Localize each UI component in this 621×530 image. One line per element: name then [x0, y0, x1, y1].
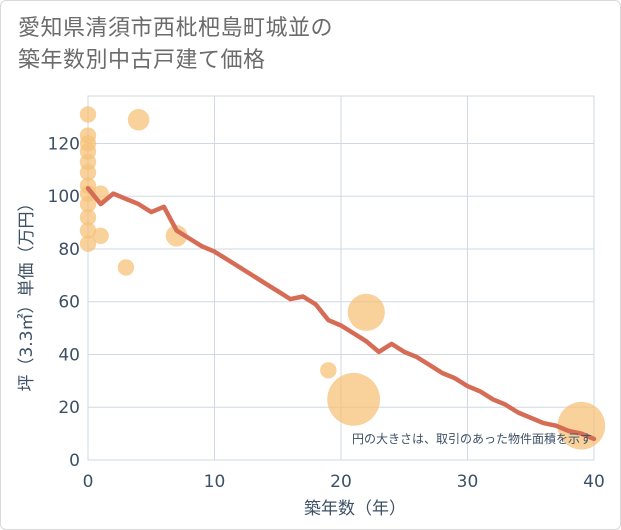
bubble-point: [79, 222, 97, 239]
series-line: [85, 186, 597, 442]
bubble-point: [79, 209, 97, 226]
bubble-point: [327, 372, 381, 426]
x-tick-label: 40: [583, 472, 605, 492]
bubble-point: [165, 224, 188, 247]
line-layer: [85, 186, 597, 442]
y-tick-label: 40: [58, 345, 80, 365]
bubble-point: [79, 164, 97, 181]
chart-title-line-1: 愛知県清須市西枇杷島町城並の: [18, 16, 334, 41]
y-tick-label: 120: [48, 134, 80, 154]
y-tick-label: 80: [58, 240, 80, 260]
size-note: 円の大きさは、取引のあった物件面積を示す: [352, 431, 592, 446]
x-tick-label: 10: [204, 472, 226, 492]
x-tick-label: 0: [83, 472, 94, 492]
chart-title-line-2: 築年数別中古戸建て価格: [18, 48, 266, 73]
tick-labels: 0 10 20 30 40 0 20 40 60 80 100 120: [48, 134, 605, 492]
y-axis-label: 坪（3.3㎡）単価（万円）: [17, 194, 37, 391]
y-tick-label: 100: [48, 187, 80, 207]
bubble-point: [79, 195, 97, 213]
x-tick-label: 30: [457, 472, 479, 492]
bubble-point: [127, 108, 150, 131]
bubble-point: [79, 235, 97, 252]
y-tick-label: 60: [58, 293, 80, 313]
y-tick-label: 0: [69, 451, 80, 471]
bubble-layer: [79, 106, 606, 450]
bubble-point: [92, 227, 109, 244]
bubble-point: [117, 259, 135, 276]
x-axis-label: 築年数（年）: [304, 499, 406, 519]
bubble-point: [79, 106, 97, 123]
chart-title: 愛知県清須市西枇杷島町城並の 築年数別中古戸建て価格: [18, 13, 333, 77]
bubble-point: [320, 362, 337, 379]
x-tick-label: 20: [330, 472, 352, 492]
y-tick-label: 20: [58, 398, 80, 418]
bubble-point: [347, 293, 385, 331]
